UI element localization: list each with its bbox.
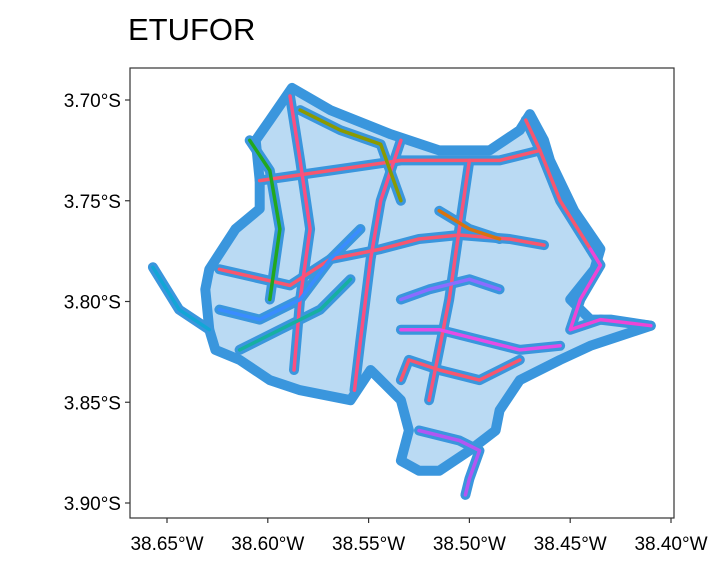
route-line-3	[352, 138, 403, 392]
y-tick: 3.80°S	[64, 293, 130, 314]
route-line-13	[237, 277, 353, 352]
route-line-2	[288, 94, 312, 372]
x-tick-label: 38.45°W	[534, 534, 607, 555]
route-line-8	[417, 428, 482, 497]
y-tick-label: 3.75°S	[64, 192, 121, 213]
route-line-14	[437, 209, 502, 241]
x-tick: 38.55°W	[332, 518, 405, 555]
route-line-0	[257, 148, 542, 183]
y-tick: 3.75°S	[64, 192, 130, 213]
route-line-15	[399, 277, 502, 302]
route-line-11	[151, 265, 212, 332]
y-tick: 3.90°S	[64, 494, 130, 515]
y-tick: 3.85°S	[64, 393, 130, 414]
x-tick: 38.60°W	[231, 518, 304, 555]
route-line-1	[217, 233, 546, 288]
panel-border	[129, 67, 675, 519]
route-line-9	[247, 138, 282, 302]
route-line-6	[568, 247, 653, 332]
y-tick: 3.70°S	[64, 91, 130, 112]
route-line-16	[399, 358, 522, 382]
x-tick: 38.40°W	[634, 518, 708, 555]
x-tick-label: 38.60°W	[231, 534, 304, 555]
x-tick: 38.65°W	[130, 518, 204, 555]
x-tick: 38.50°W	[433, 518, 506, 555]
x-tick-label: 38.65°W	[130, 534, 203, 555]
x-tick-label: 38.50°W	[433, 534, 506, 555]
route-line-12	[217, 227, 363, 322]
route-line-10	[298, 108, 403, 203]
map-title: ETUFOR	[128, 12, 256, 47]
x-tick: 38.45°W	[534, 518, 607, 555]
route-line-5	[524, 118, 593, 251]
y-tick-label: 3.80°S	[64, 293, 121, 314]
y-tick-label: 3.90°S	[64, 494, 121, 515]
route-stops-11	[147, 262, 215, 335]
route-line-7	[399, 327, 562, 352]
coverage-area	[200, 82, 656, 476]
x-tick-label: 38.40°W	[634, 534, 707, 555]
y-tick-label: 3.85°S	[64, 393, 121, 414]
route-line-4	[427, 158, 472, 402]
x-tick-label: 38.55°W	[332, 534, 405, 555]
y-tick-label: 3.70°S	[64, 91, 121, 112]
